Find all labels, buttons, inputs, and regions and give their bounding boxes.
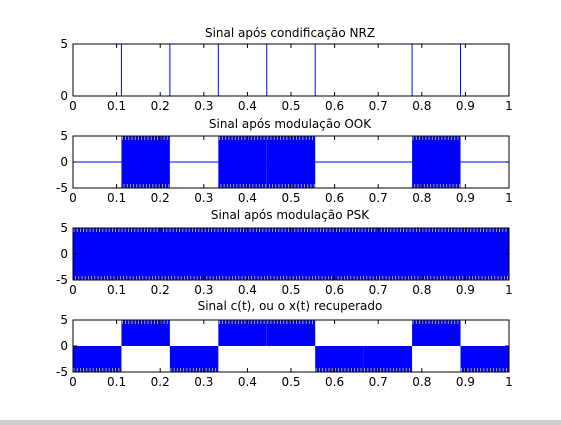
y-tick-label: -5 [56, 365, 68, 379]
y-tick-label: 5 [60, 313, 68, 327]
x-tick-label: 0.2 [151, 375, 170, 389]
y-tick-label: 0 [60, 247, 68, 261]
x-tick-label: 0.3 [194, 283, 213, 297]
x-tick-label: 0.7 [369, 283, 388, 297]
x-tick-label: 1 [505, 283, 513, 297]
y-tick-label: -5 [56, 181, 68, 195]
subplot-ook: Sinal após modulação OOK 0 0.1 0.2 0.3 0.4 0.… [56, 117, 513, 205]
psk-carrier [73, 228, 509, 280]
x-tick-label: 0.5 [281, 283, 300, 297]
x-tick-label: 0.5 [281, 191, 300, 205]
x-tick-label: 0.4 [238, 99, 257, 113]
x-tick-label: 0.5 [281, 99, 300, 113]
subplot-recovered: Sinal c(t), ou o x(t) recuperado 0 0.1 0.2… [56, 299, 513, 389]
x-tick-label: 0.5 [281, 375, 300, 389]
x-tick-label: 0.8 [412, 375, 431, 389]
plot-area [73, 44, 509, 96]
y-tick-label: 5 [60, 129, 68, 143]
subplot-title: Sinal c(t), ou o x(t) recuperado [198, 299, 383, 313]
x-tick-label: 0.4 [238, 283, 257, 297]
y-tick-label: 5 [60, 221, 68, 235]
subplot-nrz: Sinal após condificação NRZ 0 0.1 0.2 0.3 0.… [60, 26, 512, 113]
x-tick-label: 0.3 [194, 375, 213, 389]
carrier-burst [121, 136, 169, 188]
x-tick-label: 0.6 [325, 99, 344, 113]
y-tick-label: 0 [60, 339, 68, 353]
x-tick-label: 0.1 [107, 99, 126, 113]
x-tick-label: 1 [505, 99, 513, 113]
plot-area [73, 319, 509, 373]
subplot-title: Sinal após condificação NRZ [205, 26, 375, 40]
x-tick-label: 0.4 [238, 191, 257, 205]
x-tick-label: 0.1 [107, 283, 126, 297]
x-tick-label: 0.2 [151, 99, 170, 113]
x-tick-label: 0.8 [412, 191, 431, 205]
x-tick-label: 0.8 [412, 99, 431, 113]
carrier-burst [412, 136, 460, 188]
subplot-title: Sinal após modulação OOK [209, 117, 372, 131]
x-tick-label: 0.9 [456, 99, 475, 113]
x-tick-label: 0.1 [107, 375, 126, 389]
plot-area [73, 135, 509, 189]
x-tick-label: 0 [69, 191, 77, 205]
x-tick-label: 0.6 [325, 283, 344, 297]
x-tick-label: 0.7 [369, 99, 388, 113]
x-tick-label: 0.2 [151, 283, 170, 297]
y-tick-label: 0 [60, 89, 68, 103]
x-tick-label: 0.2 [151, 191, 170, 205]
x-tick-label: 0.6 [325, 375, 344, 389]
x-tick-label: 0 [69, 375, 77, 389]
plot-area [73, 227, 509, 281]
x-tick-label: 0 [69, 283, 77, 297]
x-tick-label: 0.1 [107, 191, 126, 205]
x-tick-label: 0.4 [238, 375, 257, 389]
y-tick-label: 0 [60, 155, 68, 169]
subplot-title: Sinal após modulação PSK [211, 208, 370, 222]
x-tick-label: 0.3 [194, 99, 213, 113]
x-tick-label: 0.7 [369, 375, 388, 389]
x-tick-label: 0.9 [456, 191, 475, 205]
subplot-psk: Sinal após modulação PSK 0 0.1 0.2 0.3 0.4 0.… [56, 208, 513, 297]
carrier-burst [218, 136, 266, 188]
x-tick-label: 0.8 [412, 283, 431, 297]
x-tick-label: 0.6 [325, 191, 344, 205]
carrier-burst [267, 136, 315, 188]
x-tick-label: 0.9 [456, 283, 475, 297]
x-tick-label: 1 [505, 375, 513, 389]
y-tick-label: -5 [56, 273, 68, 287]
axes-box [73, 44, 509, 96]
x-tick-label: 0.9 [456, 375, 475, 389]
x-tick-label: 0 [69, 99, 77, 113]
x-tick-label: 0.3 [194, 191, 213, 205]
x-tick-label: 1 [505, 191, 513, 205]
y-tick-label: 5 [60, 37, 68, 51]
x-tick-label: 0.7 [369, 191, 388, 205]
